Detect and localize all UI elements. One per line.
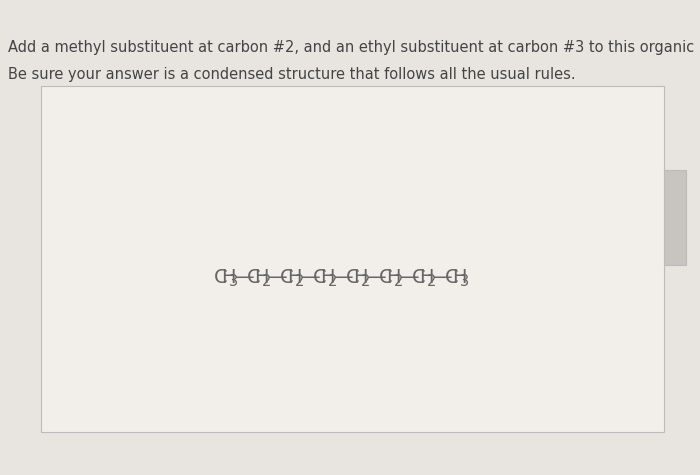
Text: —: —	[235, 268, 255, 287]
Text: C: C	[214, 268, 228, 287]
Text: C: C	[445, 268, 458, 287]
Text: C: C	[379, 268, 393, 287]
Text: 2: 2	[394, 274, 403, 289]
Text: C: C	[412, 268, 426, 287]
Text: H: H	[321, 268, 335, 287]
Text: —: —	[301, 268, 321, 287]
Text: Be sure your answer is a condensed structure that follows all the usual rules.: Be sure your answer is a condensed struc…	[8, 67, 576, 83]
Text: 3: 3	[229, 274, 238, 289]
Text: 2: 2	[361, 274, 370, 289]
Text: C: C	[247, 268, 260, 287]
Text: H: H	[354, 268, 368, 287]
Text: —: —	[367, 268, 386, 287]
Text: Add a methyl substituent at carbon #2, and an ethyl substituent at carbon #3 to : Add a methyl substituent at carbon #2, a…	[8, 40, 700, 56]
Text: —: —	[400, 268, 419, 287]
Text: 2: 2	[295, 274, 304, 289]
Text: H: H	[452, 268, 467, 287]
Text: H: H	[255, 268, 269, 287]
Text: C: C	[313, 268, 327, 287]
Text: 2: 2	[328, 274, 337, 289]
Text: H: H	[386, 268, 401, 287]
Text: 2: 2	[262, 274, 272, 289]
Text: C: C	[280, 268, 293, 287]
Text: —: —	[334, 268, 354, 287]
Text: H: H	[221, 268, 236, 287]
Text: 2: 2	[427, 274, 436, 289]
Text: 3: 3	[460, 274, 469, 289]
Text: —: —	[433, 268, 453, 287]
Text: C: C	[346, 268, 360, 287]
Text: H: H	[288, 268, 302, 287]
Text: H: H	[419, 268, 434, 287]
Bar	[41, 86, 664, 432]
Text: —: —	[268, 268, 288, 287]
Bar	[664, 170, 686, 265]
